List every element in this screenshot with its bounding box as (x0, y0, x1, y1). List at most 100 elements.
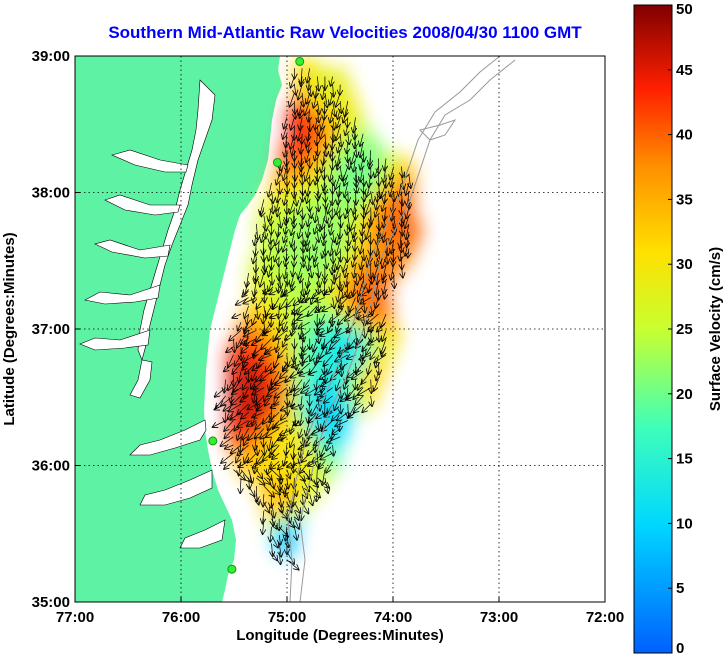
velocity-arrow (267, 387, 280, 396)
heat-cell (383, 335, 392, 347)
heat-cell (301, 163, 311, 175)
heat-cell (353, 182, 363, 194)
heat-cell (301, 68, 311, 79)
heat-cell (257, 259, 266, 270)
heat-cell (324, 87, 333, 98)
heat-cell (398, 202, 407, 213)
heat-cell (272, 354, 281, 366)
heat-cell (309, 230, 318, 242)
heat-cell (235, 393, 244, 404)
velocity-arrow (279, 535, 280, 544)
velocity-arrow (225, 445, 234, 449)
heat-cell (294, 154, 303, 165)
heat-cell (279, 479, 288, 490)
heat-cell (264, 230, 274, 242)
heat-cell (376, 316, 385, 328)
velocity-arrow (294, 166, 295, 181)
heat-cell (294, 335, 303, 347)
heat-cell (405, 173, 415, 184)
heat-cell (413, 221, 422, 232)
heat-cell (235, 345, 244, 356)
heat-cell (383, 297, 392, 309)
heat-cell (361, 268, 370, 280)
heat-cell (316, 297, 326, 309)
heat-cell (376, 268, 385, 280)
velocity-arrow (263, 510, 264, 524)
heat-cell (279, 144, 288, 156)
heat-cell (368, 182, 377, 194)
heat-cell (287, 202, 296, 213)
heat-cell (316, 211, 326, 223)
heat-cell (324, 182, 333, 194)
velocity-arrow (241, 412, 249, 418)
heat-cell (368, 354, 377, 366)
heat-cell (272, 460, 281, 471)
heat-cell (338, 182, 348, 194)
heat-cell (264, 297, 274, 309)
velocity-arrow (325, 133, 326, 149)
colorbar-tick-label: 40 (676, 127, 693, 144)
heat-cell (301, 154, 311, 165)
heat-cell (346, 278, 355, 290)
heat-cell (398, 154, 407, 165)
heat-cell (331, 173, 340, 184)
y-tick-label: 35:00 (32, 594, 70, 611)
heat-cell (338, 307, 348, 318)
heat-cell (331, 202, 340, 213)
heat-cell (316, 68, 326, 79)
heat-cell (338, 364, 348, 376)
heat-cell (324, 345, 333, 356)
velocity-arrow (331, 76, 333, 86)
heat-cell (272, 182, 281, 194)
heat-cell (242, 307, 251, 318)
heat-cell (338, 163, 348, 175)
velocity-arrow (348, 305, 349, 316)
heat-cell (309, 326, 318, 337)
heat-cell (264, 278, 274, 290)
heat-cell (338, 144, 348, 156)
heat-cell (346, 211, 355, 223)
heat-cell (338, 68, 348, 79)
velocity-arrow (294, 379, 303, 391)
heat-cell (324, 154, 333, 165)
velocity-arrow (370, 150, 371, 165)
heat-cell (227, 354, 236, 366)
hf-radar-station-marker (208, 436, 218, 446)
y-tick-label: 38:00 (32, 185, 70, 202)
heat-cell (346, 230, 355, 242)
heat-cell (287, 383, 296, 395)
heat-cell (390, 163, 400, 175)
heat-cell (361, 211, 370, 223)
velocity-arrow (384, 158, 386, 170)
velocity-arrow (368, 321, 379, 331)
heat-cell (249, 431, 259, 442)
heat-cell (353, 230, 363, 242)
heat-cell (264, 221, 274, 232)
heat-cell (376, 288, 385, 299)
velocity-arrow (270, 526, 271, 542)
heat-cell (257, 335, 266, 347)
heat-cell (294, 469, 303, 481)
heat-cell (257, 460, 266, 471)
heat-cell (309, 431, 318, 442)
velocity-arrow (315, 298, 326, 302)
heat-cell (353, 326, 363, 337)
heat-cell (338, 412, 348, 423)
heat-cell (272, 526, 281, 538)
velocity-arrow (299, 428, 302, 438)
heat-cell (242, 393, 251, 404)
heat-cell (383, 182, 392, 194)
heat-cell (257, 307, 266, 318)
velocity-arrow (401, 166, 402, 177)
heat-cell (368, 316, 377, 328)
heat-cell (287, 182, 296, 194)
heat-cell (346, 173, 355, 184)
heat-cell (398, 173, 407, 184)
heat-cell (383, 202, 392, 213)
velocity-arrow (224, 420, 234, 432)
heat-cell (368, 240, 377, 251)
heat-cell (279, 249, 288, 261)
heat-cell (368, 154, 377, 165)
heat-cell (279, 440, 288, 452)
